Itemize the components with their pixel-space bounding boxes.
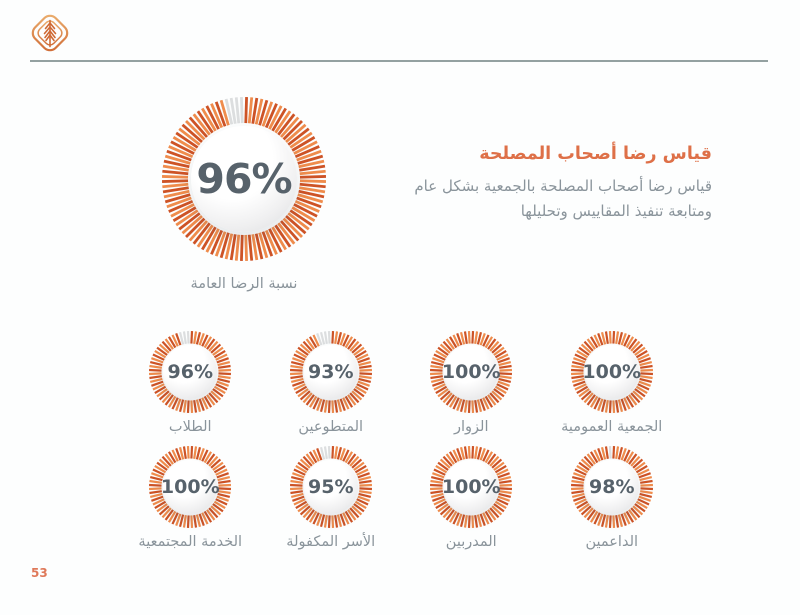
donut-chart: 98%	[570, 445, 654, 529]
donut-percent-value: 98%	[589, 476, 635, 498]
donut-center-plate	[163, 460, 218, 514]
donut-percent-value: 95%	[308, 476, 354, 498]
donut-chart: 100%	[429, 445, 513, 529]
donut-category-label: المتطوعين	[298, 419, 364, 435]
donut-center-plate	[584, 460, 639, 514]
organization-logo-icon	[26, 9, 74, 57]
donut-percent-value: 93%	[308, 361, 354, 383]
donut-cell-supporters: 98% الداعمين	[570, 445, 654, 550]
donut-chart: 95%	[289, 445, 373, 529]
donut-percent-value: 100%	[441, 361, 501, 383]
section-intro: قياس رضا أصحاب المصلحة قياس رضا أصحاب ال…	[372, 144, 712, 224]
donut-cell-community-service: 100% الخدمة المجتمعية	[138, 445, 242, 550]
donut-center-plate	[444, 345, 499, 399]
donut-center-plate	[303, 345, 358, 399]
section-title: قياس رضا أصحاب المصلحة	[479, 144, 712, 164]
donut-cell-visitors: 100% الزوار	[429, 330, 513, 435]
donut-category-label: الزوار	[454, 419, 489, 435]
overall-satisfaction-donut: 96%	[161, 96, 327, 262]
donut-center-plate	[191, 126, 297, 232]
donut-chart: 100%	[429, 330, 513, 414]
donut-chart: 100%	[570, 330, 654, 414]
donut-percent-value: 100%	[160, 476, 220, 498]
donut-cell-students: 96% الطلاب	[148, 330, 232, 435]
donut-category-label: الخدمة المجتمعية	[138, 534, 243, 550]
donut-cell-general-assembly: 100% الجمعية العمومية	[561, 330, 662, 435]
page-number: 53	[31, 566, 48, 580]
donut-chart: 93%	[289, 330, 373, 414]
donut-cell-sponsored-families: 95% الأسر المكفولة	[286, 445, 375, 550]
donut-percent-value: 96%	[167, 361, 213, 383]
donut-cell-volunteers: 93% المتطوعين	[289, 330, 373, 435]
donut-center-plate	[163, 345, 218, 399]
header-divider	[30, 60, 768, 62]
donut-chart: 96%	[148, 330, 232, 414]
donut-category-label: الجمعية العمومية	[561, 419, 663, 435]
donut-category-label: الأسر المكفولة	[286, 534, 376, 550]
stakeholder-donut-grid: 100% الجمعية العمومية 100% الزوار 93% ال…	[120, 330, 682, 550]
overall-satisfaction-label: نسبة الرضا العامة	[190, 276, 298, 292]
donut-percent-value: 96%	[196, 155, 292, 203]
donut-percent-value: 100%	[441, 476, 501, 498]
donut-category-label: الطلاب	[168, 419, 212, 435]
donut-cell-trainers: 100% المدربين	[429, 445, 513, 550]
donut-center-plate	[584, 345, 639, 399]
donut-chart: 100%	[148, 445, 232, 529]
donut-category-label: المدربين	[445, 534, 497, 550]
donut-category-label: الداعمين	[585, 534, 639, 550]
donut-center-plate	[444, 460, 499, 514]
donut-center-plate	[303, 460, 358, 514]
donut-percent-value: 100%	[582, 361, 642, 383]
section-subtitle: قياس رضا أصحاب المصلحة بالجمعية بشكل عام…	[414, 177, 712, 220]
